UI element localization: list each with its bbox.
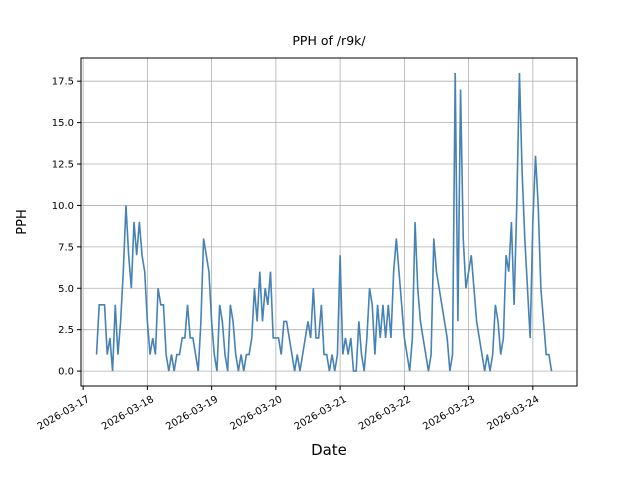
plot-border xyxy=(80,57,578,387)
y-tick-label: 7.5 xyxy=(58,242,74,253)
y-tick-label: 0.0 xyxy=(58,367,74,378)
x-tick-label: 2026-03-21 xyxy=(293,394,349,433)
y-tick-label: 17.5 xyxy=(52,77,74,88)
pph-line xyxy=(95,72,553,372)
x-tick-label: 2026-03-18 xyxy=(100,394,156,433)
x-tick-label: 2026-03-20 xyxy=(229,394,285,433)
x-tick-label: 2026-03-24 xyxy=(485,394,541,433)
x-tick-label: 2026-03-23 xyxy=(421,394,477,433)
y-tick-label: 10.0 xyxy=(52,201,74,212)
x-tick-label: 2026-03-17 xyxy=(36,394,92,433)
y-tick-label: 12.5 xyxy=(52,160,74,171)
x-tick-label: 2026-03-22 xyxy=(357,394,413,433)
y-tick-label: 2.5 xyxy=(58,325,74,336)
y-tick-label: 15.0 xyxy=(52,118,74,129)
chart-title: PPH of /r9k/ xyxy=(292,33,366,48)
x-tick-label: 2026-03-19 xyxy=(164,394,220,433)
y-tick-label: 5.0 xyxy=(58,284,74,295)
y-axis-label: PPH xyxy=(15,209,30,234)
x-axis-label: Date xyxy=(311,441,347,459)
